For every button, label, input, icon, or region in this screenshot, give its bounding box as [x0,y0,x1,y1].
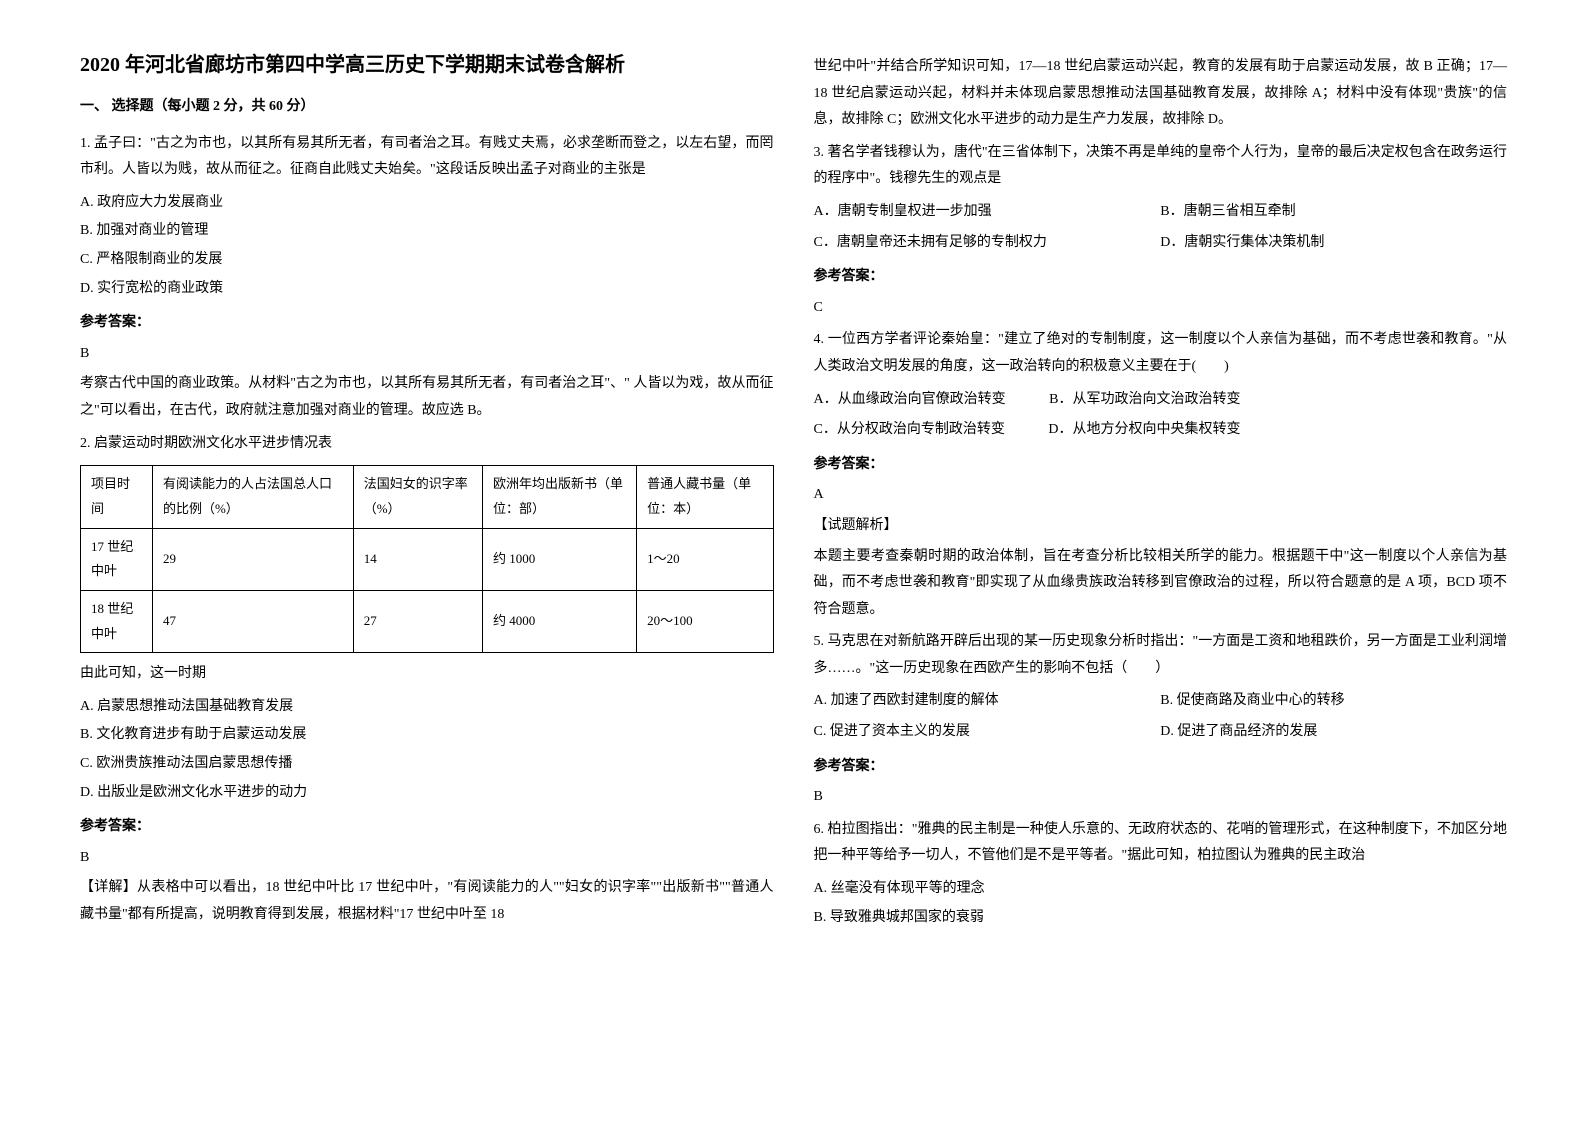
q5-options-row1: A. 加速了西欧封建制度的解体 B. 促使商路及商业中心的转移 [814,688,1508,715]
table-row: 17 世纪中叶 29 14 约 1000 1～20 [81,528,774,590]
table-cell: 20～100 [637,590,773,652]
q3-answer: C [814,295,1508,322]
q3-option-c: C．唐朝皇帝还未拥有足够的专制权力 [814,230,1161,257]
table-header-cell: 普通人藏书量（单位：本） [637,466,773,528]
section-header: 一、 选择题（每小题 2 分，共 60 分） [80,94,774,121]
q3-answer-label: 参考答案： [814,264,1508,291]
q1-text: 1. 孟子曰："古之为市也，以其所有易其所无者，有司者治之耳。有贱丈夫焉，必求垄… [80,131,774,184]
table-header-row: 项目时间 有阅读能力的人占法国总人口的比例（%） 法国妇女的识字率（%） 欧洲年… [81,466,774,528]
q6-option-b: B. 导致雅典城邦国家的衰弱 [814,905,1508,932]
q1-explanation: 考察古代中国的商业政策。从材料"古之为市也，以其所有易其所无者，有司者治之耳"、… [80,371,774,424]
q1-option-d: D. 实行宽松的商业政策 [80,276,774,303]
q3-options-row1: A．唐朝专制皇权进一步加强 B．唐朝三省相互牵制 [814,199,1508,226]
table-cell: 27 [353,590,482,652]
q3-option-d: D．唐朝实行集体决策机制 [1160,230,1507,257]
table-cell: 18 世纪中叶 [81,590,153,652]
q3-option-b: B．唐朝三省相互牵制 [1160,199,1507,226]
table-header-cell: 法国妇女的识字率（%） [353,466,482,528]
table-row: 18 世纪中叶 47 27 约 4000 20～100 [81,590,774,652]
q4-answer-label: 参考答案： [814,452,1508,479]
q4-options-row2: C．从分权政治向专制政治转变 D．从地方分权向中央集权转变 [814,417,1508,444]
q4-answer: A [814,482,1508,509]
q1-answer-label: 参考答案： [80,310,774,337]
q2-option-d: D. 出版业是欧洲文化水平进步的动力 [80,780,774,807]
q5-option-b: B. 促使商路及商业中心的转移 [1160,688,1507,715]
q2-explanation-cont: 世纪中叶"并结合所学知识可知，17—18 世纪启蒙运动兴起，教育的发展有助于启蒙… [814,54,1508,134]
q4-text: 4. 一位西方学者评论秦始皇："建立了绝对的专制制度，这一制度以个人亲信为基础，… [814,327,1508,380]
q4-explanation: 本题主要考查秦朝时期的政治体制，旨在考查分析比较相关所学的能力。根据题干中"这一… [814,544,1508,624]
table-header-cell: 欧洲年均出版新书（单位：部） [482,466,636,528]
table-cell: 17 世纪中叶 [81,528,153,590]
q5-option-a: A. 加速了西欧封建制度的解体 [814,688,1161,715]
q2-caption: 由此可知，这一时期 [80,661,774,688]
table-header-cell: 有阅读能力的人占法国总人口的比例（%） [152,466,353,528]
q2-answer-label: 参考答案： [80,814,774,841]
table-cell: 1～20 [637,528,773,590]
q5-option-d: D. 促进了商品经济的发展 [1160,719,1507,746]
left-column: 2020 年河北省廊坊市第四中学高三历史下学期期末试卷含解析 一、 选择题（每小… [60,50,794,1072]
q2-option-c: C. 欧洲贵族推动法国启蒙思想传播 [80,751,774,778]
table-cell: 29 [152,528,353,590]
table-header-cell: 项目时间 [81,466,153,528]
q5-option-c: C. 促进了资本主义的发展 [814,719,1161,746]
q4-option-a: A．从血缘政治向官僚政治转变 [814,387,1006,414]
document-title: 2020 年河北省廊坊市第四中学高三历史下学期期末试卷含解析 [80,50,774,80]
q5-text: 5. 马克思在对新航路开辟后出现的某一历史现象分析时指出："一方面是工资和地租跌… [814,629,1508,682]
q1-option-b: B. 加强对商业的管理 [80,218,774,245]
q5-answer-label: 参考答案： [814,754,1508,781]
right-column: 世纪中叶"并结合所学知识可知，17—18 世纪启蒙运动兴起，教育的发展有助于启蒙… [794,50,1528,1072]
q2-explanation: 【详解】从表格中可以看出，18 世纪中叶比 17 世纪中叶，"有阅读能力的人""… [80,875,774,928]
q4-option-d: D．从地方分权向中央集权转变 [1048,417,1240,444]
table-cell: 约 1000 [482,528,636,590]
q6-text: 6. 柏拉图指出："雅典的民主制是一种使人乐意的、无政府状态的、花哨的管理形式，… [814,817,1508,870]
q2-text: 2. 启蒙运动时期欧洲文化水平进步情况表 [80,431,774,458]
q1-option-c: C. 严格限制商业的发展 [80,247,774,274]
q5-options-row2: C. 促进了资本主义的发展 D. 促进了商品经济的发展 [814,719,1508,746]
q1-option-a: A. 政府应大力发展商业 [80,190,774,217]
q4-option-b: B．从军功政治向文治政治转变 [1049,387,1240,414]
q2-option-a: A. 启蒙思想推动法国基础教育发展 [80,694,774,721]
q2-option-b: B. 文化教育进步有助于启蒙运动发展 [80,722,774,749]
q4-explanation-label: 【试题解析】 [814,513,1508,540]
q4-option-c: C．从分权政治向专制政治转变 [814,417,1005,444]
q3-option-a: A．唐朝专制皇权进一步加强 [814,199,1161,226]
q5-answer: B [814,784,1508,811]
table-cell: 47 [152,590,353,652]
q2-table: 项目时间 有阅读能力的人占法国总人口的比例（%） 法国妇女的识字率（%） 欧洲年… [80,465,774,653]
q6-option-a: A. 丝毫没有体现平等的理念 [814,876,1508,903]
q4-options-row1: A．从血缘政治向官僚政治转变 B．从军功政治向文治政治转变 [814,387,1508,414]
q2-answer: B [80,845,774,872]
q1-answer: B [80,341,774,368]
q3-text: 3. 著名学者钱穆认为，唐代"在三省体制下，决策不再是单纯的皇帝个人行为，皇帝的… [814,140,1508,193]
q3-options-row2: C．唐朝皇帝还未拥有足够的专制权力 D．唐朝实行集体决策机制 [814,230,1508,257]
table-cell: 约 4000 [482,590,636,652]
table-cell: 14 [353,528,482,590]
